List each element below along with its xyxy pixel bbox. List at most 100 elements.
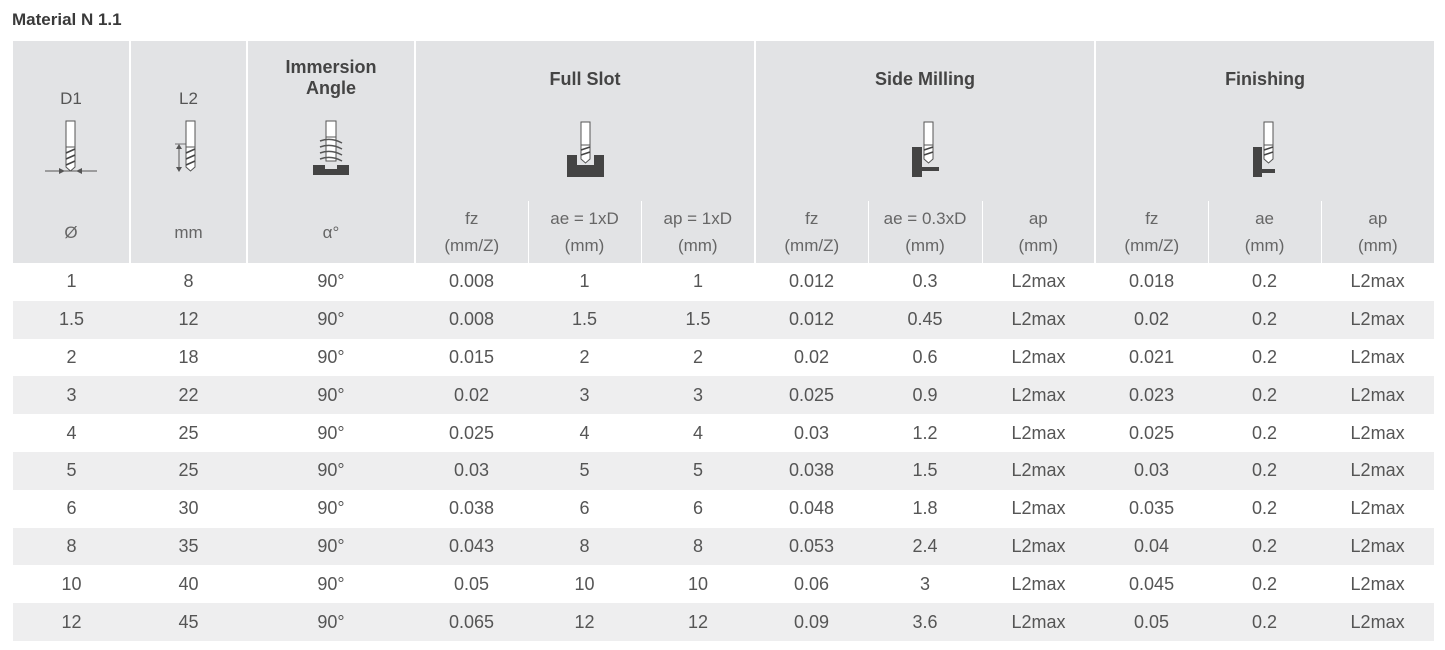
l2-symbol: mm (130, 201, 248, 263)
cell-full-slot-ap: 10 (641, 565, 756, 604)
cell-immersion-angle: 90° (247, 603, 415, 641)
cell-finishing-ap: L2max (1321, 414, 1435, 452)
cell-side-milling-fz: 0.02 (755, 338, 869, 377)
cell-finishing-fz: 0.05 (1095, 603, 1209, 641)
cell-d1: 4 (13, 414, 130, 452)
page-title: Material N 1.1 (12, 10, 122, 29)
cell-finishing-ae: 0.2 (1208, 263, 1322, 301)
cell-side-milling-ae: 1.5 (868, 451, 983, 490)
side-milling-icon (756, 119, 1094, 184)
cell-finishing-ap: L2max (1321, 376, 1435, 415)
cell-full-slot-fz: 0.043 (415, 527, 528, 566)
cell-finishing-ae: 0.2 (1208, 489, 1322, 528)
cell-full-slot-fz: 0.02 (415, 376, 528, 415)
cell-d1: 1.5 (13, 300, 130, 339)
header-finishing: Finishing (1095, 41, 1435, 201)
cell-finishing-fz: 0.02 (1095, 300, 1209, 339)
side-milling-col-ae: ae = 0.3xD (mm) (868, 201, 983, 263)
cell-side-milling-ap: L2max (982, 565, 1096, 604)
helix-immersion-icon (248, 119, 414, 184)
cell-full-slot-ap: 5 (641, 451, 756, 490)
cell-full-slot-fz: 0.015 (415, 338, 528, 377)
finishing-col-fz: fz (mm/Z) (1095, 201, 1209, 263)
cell-finishing-ap: L2max (1321, 451, 1435, 490)
cell-d1: 5 (13, 451, 130, 490)
cell-l2: 45 (130, 603, 247, 641)
cell-side-milling-ap: L2max (982, 489, 1096, 528)
table-row: 1 8 90° 0.008 1 1 0.012 0.3 L2max 0.018 0.2 L2max (13, 263, 1435, 301)
cell-side-milling-fz: 0.048 (755, 489, 869, 528)
header-d1: D1 (13, 41, 131, 201)
cell-d1: 1 (13, 263, 130, 301)
cell-finishing-ap: L2max (1321, 489, 1435, 528)
cell-d1: 12 (13, 603, 130, 641)
cell-finishing-fz: 0.045 (1095, 565, 1209, 604)
cell-full-slot-ae: 3 (528, 376, 641, 415)
cell-l2: 12 (130, 300, 247, 339)
cell-finishing-fz: 0.03 (1095, 451, 1209, 490)
finishing-col-ae: ae (mm) (1208, 201, 1322, 263)
cell-full-slot-ap: 4 (641, 414, 756, 452)
cell-finishing-fz: 0.018 (1095, 263, 1209, 301)
finishing-icon (1096, 119, 1434, 184)
cell-full-slot-ap: 1 (641, 263, 756, 301)
cell-d1: 2 (13, 338, 130, 377)
table-header: D1 L2 (13, 41, 1435, 263)
cell-full-slot-ae: 8 (528, 527, 641, 566)
cell-immersion-angle: 90° (247, 414, 415, 452)
tool-diameter-icon (13, 117, 129, 180)
cell-full-slot-fz: 0.03 (415, 451, 528, 490)
cell-side-milling-fz: 0.012 (755, 300, 869, 339)
cell-d1: 10 (13, 565, 130, 604)
cell-full-slot-ae: 6 (528, 489, 641, 528)
cell-finishing-ae: 0.2 (1208, 338, 1322, 377)
cell-side-milling-ap: L2max (982, 527, 1096, 566)
table-body: 1 8 90° 0.008 1 1 0.012 0.3 L2max 0.018 0.2 L2max 1.… (13, 263, 1435, 641)
cell-side-milling-fz: 0.025 (755, 376, 869, 415)
table-row: 4 25 90° 0.025 4 4 0.03 1.2 L2max 0.025 0.2 L2max (13, 414, 1435, 452)
cell-immersion-angle: 90° (247, 451, 415, 490)
cell-side-milling-ap: L2max (982, 338, 1096, 377)
cell-d1: 8 (13, 527, 130, 566)
cell-side-milling-ap: L2max (982, 414, 1096, 452)
cell-side-milling-fz: 0.012 (755, 263, 869, 301)
cell-d1: 3 (13, 376, 130, 415)
cell-full-slot-fz: 0.008 (415, 263, 528, 301)
cell-finishing-fz: 0.035 (1095, 489, 1209, 528)
cell-immersion-angle: 90° (247, 263, 415, 301)
header-full-slot: Full Slot (415, 41, 757, 201)
cell-d1: 6 (13, 489, 130, 528)
full-slot-col-ae: ae = 1xD (mm) (528, 201, 642, 263)
header-l2: L2 (130, 41, 248, 201)
cell-full-slot-ae: 12 (528, 603, 641, 641)
table-row: 8 35 90° 0.043 8 8 0.053 2.4 L2max 0.04 0.2 L2max (13, 527, 1435, 566)
header-side-milling: Side Milling (755, 41, 1097, 201)
immersion-label-line1: Immersion (285, 57, 377, 77)
cell-full-slot-ap: 6 (641, 489, 756, 528)
side-milling-col-fz: fz (mm/Z) (755, 201, 869, 263)
cell-immersion-angle: 90° (247, 376, 415, 415)
immersion-label-line2: Angle (305, 78, 356, 98)
cell-finishing-fz: 0.04 (1095, 527, 1209, 566)
cell-finishing-ap: L2max (1321, 603, 1435, 641)
cell-full-slot-fz: 0.008 (415, 300, 528, 339)
cell-l2: 25 (130, 451, 247, 490)
cell-finishing-ap: L2max (1321, 300, 1435, 339)
table-row: 12 45 90° 0.065 12 12 0.09 3.6 L2max 0.05 0.2 L2max (13, 603, 1435, 641)
cell-full-slot-ap: 8 (641, 527, 756, 566)
cell-finishing-ae: 0.2 (1208, 414, 1322, 452)
cell-l2: 22 (130, 376, 247, 415)
side-milling-col-ap: ap (mm) (982, 201, 1097, 263)
d1-label: D1 (60, 89, 82, 108)
cell-full-slot-ap: 2 (641, 338, 756, 377)
cell-side-milling-ae: 0.45 (868, 300, 983, 339)
cell-finishing-ae: 0.2 (1208, 376, 1322, 415)
cell-full-slot-fz: 0.05 (415, 565, 528, 604)
cell-full-slot-fz: 0.025 (415, 414, 528, 452)
cell-finishing-ap: L2max (1321, 263, 1435, 301)
full-slot-col-ap: ap = 1xD (mm) (641, 201, 757, 263)
cell-side-milling-ap: L2max (982, 603, 1096, 641)
cell-side-milling-ap: L2max (982, 451, 1096, 490)
cell-finishing-fz: 0.021 (1095, 338, 1209, 377)
table-row: 1.5 12 90° 0.008 1.5 1.5 0.012 0.45 L2max 0.02 0.2… (13, 300, 1435, 339)
